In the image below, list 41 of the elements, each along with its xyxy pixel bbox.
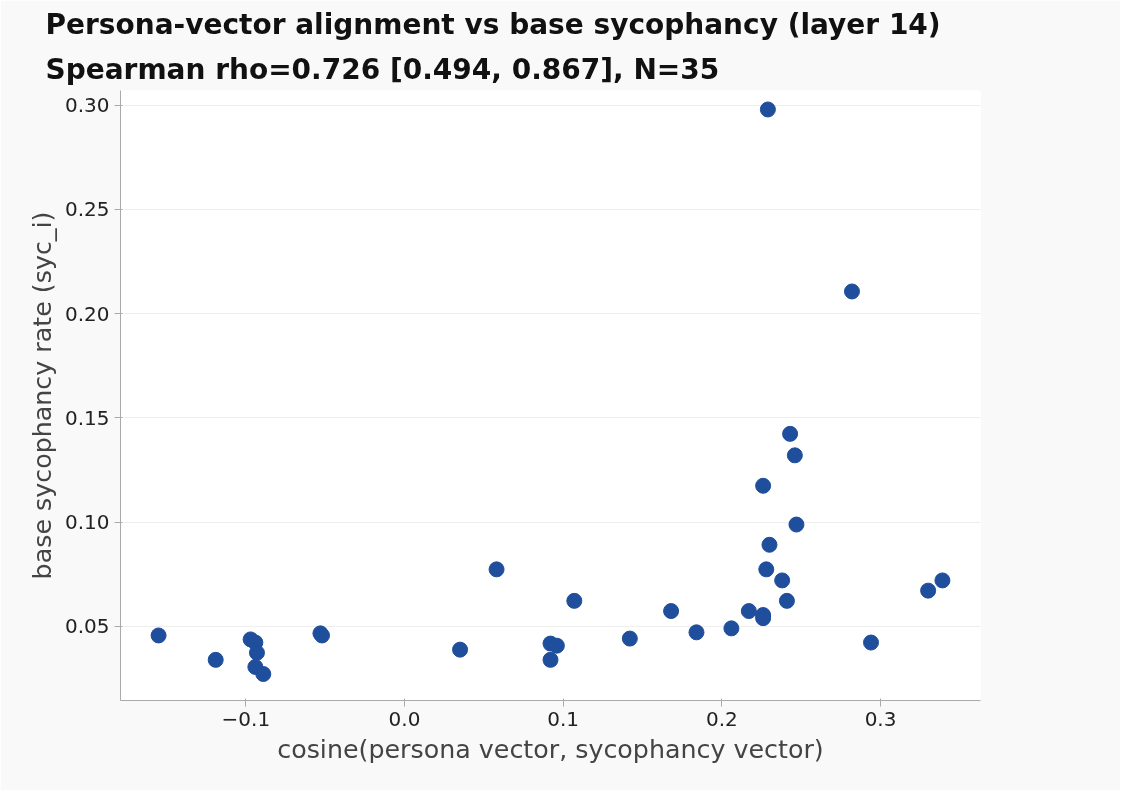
- point: [755, 477, 772, 494]
- point: [843, 283, 860, 300]
- x-tick-label: −0.1: [221, 706, 271, 731]
- point: [740, 603, 757, 620]
- x-tick-label: 0.0: [388, 706, 421, 731]
- y-tick-label: 0.05: [64, 614, 110, 639]
- point: [150, 627, 167, 644]
- point: [788, 516, 805, 533]
- point: [782, 425, 799, 442]
- point: [761, 536, 778, 553]
- point: [621, 630, 638, 647]
- y-tick-label: 0.25: [64, 197, 110, 222]
- point: [759, 101, 776, 118]
- point: [566, 592, 583, 609]
- y-axis-title: base sycophancy rate (syc_i): [26, 211, 57, 580]
- point: [920, 582, 937, 599]
- point: [786, 447, 803, 464]
- x-axis-title: cosine(persona vector, sycophancy vector): [277, 733, 824, 764]
- point: [248, 644, 265, 661]
- y-tick-label: 0.10: [64, 510, 110, 535]
- point: [863, 634, 880, 651]
- point: [778, 592, 795, 609]
- point: [207, 651, 224, 668]
- x-tick-label: 0.3: [864, 706, 897, 731]
- point: [255, 666, 272, 683]
- point: [934, 572, 951, 589]
- x-tick-label: 0.2: [705, 706, 738, 731]
- point: [723, 620, 740, 637]
- y-tick-label: 0.15: [64, 405, 110, 430]
- point: [542, 651, 559, 668]
- y-tick-label: 0.20: [64, 301, 110, 326]
- point: [488, 561, 505, 578]
- x-tick-label: 0.1: [547, 706, 580, 731]
- point: [758, 561, 775, 578]
- y-tick-label: 0.30: [64, 93, 110, 118]
- point: [688, 624, 705, 641]
- point: [774, 572, 791, 589]
- point: [663, 603, 680, 620]
- chart-title: Persona-vector alignment vs base sycophancy (layer 14): [45, 7, 941, 41]
- chart-subtitle: Spearman rho=0.726 [0.494, 0.867], N=35: [45, 52, 720, 86]
- point: [452, 641, 469, 658]
